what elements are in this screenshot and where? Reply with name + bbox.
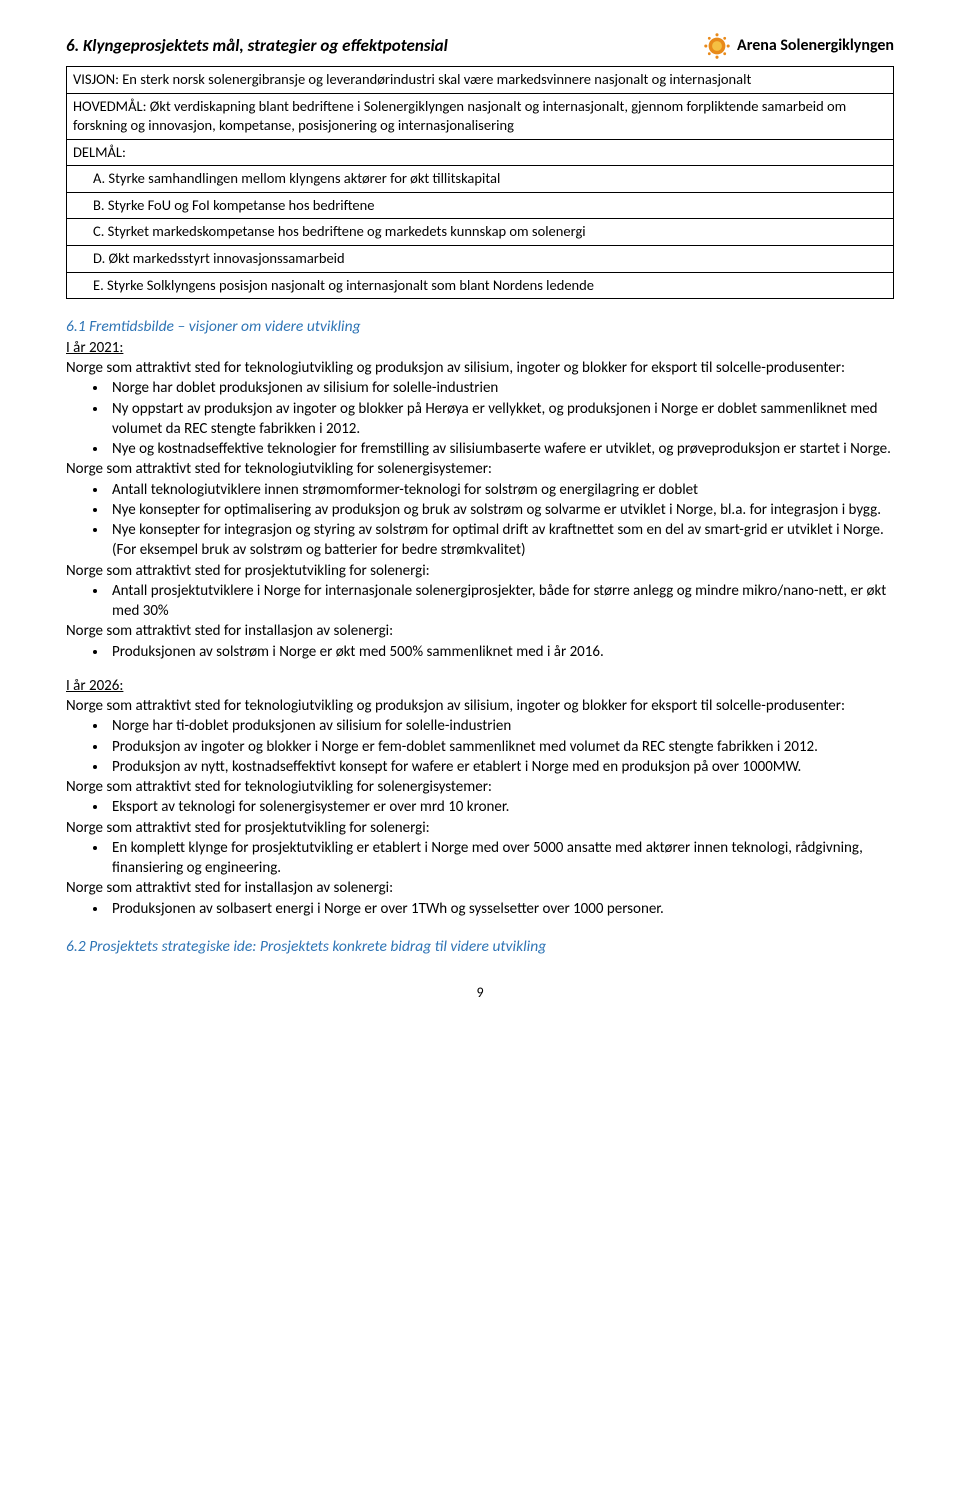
bullet-list: En komplett klynge for prosjektutvikling… xyxy=(66,838,894,879)
paragraph: Norge som attraktivt sted for teknologiu… xyxy=(66,459,894,479)
table-row: D. Økt markedsstyrt innovasjonssamarbeid xyxy=(67,245,894,272)
list-item: Produksjonen av solbasert energi i Norge… xyxy=(108,899,894,919)
paragraph: Norge som attraktivt sted for teknologiu… xyxy=(66,777,894,797)
bullet-list: Antall prosjektutviklere i Norge for int… xyxy=(66,581,894,622)
year-2021-label: I år 2021: xyxy=(66,338,894,358)
page-header: 6. Klyngeprosjektets mål, strategier og … xyxy=(66,32,894,60)
table-row: E. Styrke Solklyngens posisjon nasjonalt… xyxy=(67,272,894,299)
list-item: Ny oppstart av produksjon av ingoter og … xyxy=(108,399,894,440)
bullet-list: Norge har doblet produksjonen av silisiu… xyxy=(66,378,894,459)
subsection-6-2-heading: 6.2 Prosjektets strategiske ide: Prosjek… xyxy=(66,937,894,958)
section-title: 6. Klyngeprosjektets mål, strategier og … xyxy=(66,35,448,58)
bullet-list: Antall teknologiutviklere innen strømomf… xyxy=(66,480,894,561)
paragraph: Norge som attraktivt sted for teknologiu… xyxy=(66,358,894,378)
bullet-list: Eksport av teknologi for solenergisystem… xyxy=(66,797,894,817)
bullet-list: Norge har ti-doblet produksjonen av sili… xyxy=(66,716,894,777)
table-row: C. Styrket markedskompetanse hos bedrift… xyxy=(67,219,894,246)
page-number: 9 xyxy=(66,984,894,1003)
table-row: HOVEDMÅL: Økt verdiskapning blant bedrif… xyxy=(67,93,894,139)
paragraph: Norge som attraktivt sted for installasj… xyxy=(66,878,894,898)
brand-text: Arena Solenergiklyngen xyxy=(737,35,894,57)
table-row: B. Styrke FoU og FoI kompetanse hos bedr… xyxy=(67,192,894,219)
list-item: Norge har doblet produksjonen av silisiu… xyxy=(108,378,894,398)
paragraph: Norge som attraktivt sted for prosjektut… xyxy=(66,561,894,581)
list-item: Produksjon av nytt, kostnadseffektivt ko… xyxy=(108,757,894,777)
paragraph: Norge som attraktivt sted for installasj… xyxy=(66,621,894,641)
year-2026-label: I år 2026: xyxy=(66,676,894,696)
subsection-6-1-heading: 6.1 Fremtidsbilde – visjoner om videre u… xyxy=(66,317,894,338)
list-item: Antall prosjektutviklere i Norge for int… xyxy=(108,581,894,622)
paragraph: Norge som attraktivt sted for prosjektut… xyxy=(66,818,894,838)
sun-icon xyxy=(703,32,731,60)
table-row: VISJON: En sterk norsk solenergibransje … xyxy=(67,67,894,94)
bullet-list: Produksjonen av solbasert energi i Norge… xyxy=(66,899,894,919)
list-item: Norge har ti-doblet produksjonen av sili… xyxy=(108,716,894,736)
table-row: DELMÅL: xyxy=(67,139,894,166)
vision-table: VISJON: En sterk norsk solenergibransje … xyxy=(66,66,894,299)
list-item: Produksjon av ingoter og blokker i Norge… xyxy=(108,737,894,757)
bullet-list: Produksjonen av solstrøm i Norge er økt … xyxy=(66,642,894,662)
paragraph: Norge som attraktivt sted for teknologiu… xyxy=(66,696,894,716)
table-row: A. Styrke samhandlingen mellom klyngens … xyxy=(67,166,894,193)
list-item: Eksport av teknologi for solenergisystem… xyxy=(108,797,894,817)
list-item: Nye konsepter for optimalisering av prod… xyxy=(108,500,894,520)
brand: Arena Solenergiklyngen xyxy=(703,32,894,60)
list-item: Antall teknologiutviklere innen strømomf… xyxy=(108,480,894,500)
list-item: Nye og kostnadseffektive teknologier for… xyxy=(108,439,894,459)
list-item: Nye konsepter for integrasjon og styring… xyxy=(108,520,894,561)
list-item: En komplett klynge for prosjektutvikling… xyxy=(108,838,894,879)
list-item: Produksjonen av solstrøm i Norge er økt … xyxy=(108,642,894,662)
